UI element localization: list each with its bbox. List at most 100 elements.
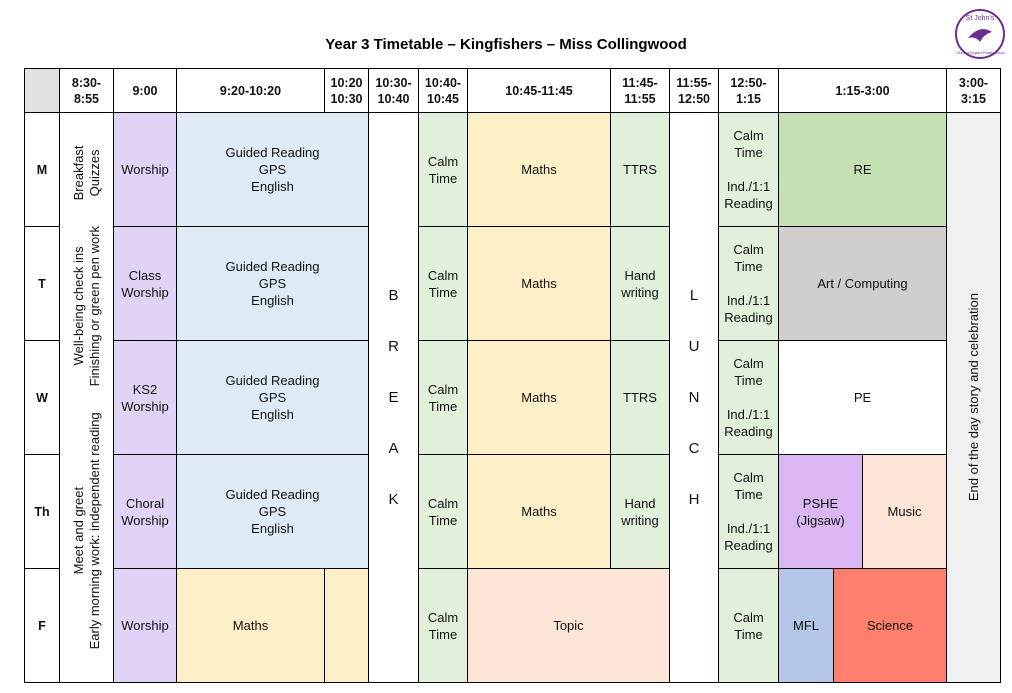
header-cell: 10:20 10:30 — [324, 68, 369, 113]
header-cell: 10:40- 10:45 — [418, 68, 468, 113]
header-cell: 11:45- 11:55 — [610, 68, 670, 113]
early-morning-cell: Meet and greet Early morning work: indepe… — [59, 112, 114, 683]
logo: St John's Church of England Primary Scho… — [955, 9, 1005, 59]
timetable-cell: Worship — [113, 568, 177, 683]
timetable-cell: Calm Time — [418, 568, 468, 683]
header-cell: 1:15-3:00 — [778, 68, 947, 113]
timetable-cell: LUNCH — [669, 112, 719, 683]
cell-text: Calm Time — [427, 495, 459, 528]
cell-text: Calm Time Ind./1:1 Reading — [724, 128, 773, 211]
timetable-cell: Class Worship — [113, 226, 177, 341]
timetable-cell: Maths — [176, 568, 325, 683]
timetable-cell: Art / Computing — [778, 226, 947, 341]
timetable-cell: Guided Reading GPS English — [176, 454, 369, 569]
timetable-cell: MFL — [778, 568, 834, 683]
cell-text: Worship — [121, 162, 169, 177]
cell-text: Calm Time Ind./1:1 Reading — [724, 242, 773, 325]
timetable-cell: Maths — [467, 340, 611, 455]
early-morning-line: Finishing or green pen work — [86, 226, 102, 387]
cell-text: BREAK — [385, 287, 402, 542]
cell-text: Maths — [232, 618, 269, 633]
cell-text: PE — [853, 390, 872, 405]
cell-text: Worship — [121, 618, 169, 633]
timetable-cell: BREAK — [368, 112, 419, 683]
cell-text: Maths — [521, 390, 557, 405]
empty-cell — [324, 568, 369, 683]
cell-text: Guided Reading GPS English — [225, 373, 320, 422]
header-cell: 11:55- 12:50 — [669, 68, 719, 113]
cell-text: Calm Time — [427, 609, 459, 642]
timetable-cell: PSHE (Jigsaw) — [778, 454, 863, 569]
cell-text: KS2 Worship — [121, 381, 169, 414]
title: Year 3 Timetable – Kingfishers – Miss Co… — [325, 36, 687, 53]
early-morning-line: Meet and greet — [70, 487, 86, 575]
cell-text: Choral Worship — [121, 495, 169, 528]
timetable-cell: Maths — [467, 454, 611, 569]
cell-text: Hand writing — [621, 495, 659, 528]
timetable-cell: TTRS — [610, 112, 670, 227]
logo-text: St John's — [966, 15, 995, 22]
corner-cell — [24, 68, 60, 113]
cell-text: Calm Time — [733, 609, 764, 642]
timetable-cell: Calm Time — [418, 226, 468, 341]
day-cell: Th — [24, 454, 60, 569]
early-morning-line: Early morning work: independent reading — [86, 412, 102, 650]
cell-text: MFL — [793, 618, 819, 633]
cell-text: End of the day story and celebration — [966, 293, 981, 502]
cell-text: Guided Reading GPS English — [225, 259, 320, 308]
cell-text: Maths — [521, 162, 557, 177]
cell-text: TTRS — [623, 162, 657, 177]
timetable-cell: Calm Time — [718, 568, 779, 683]
cell-text: Art / Computing — [817, 276, 908, 291]
day-cell: T — [24, 226, 60, 341]
timetable-cell: Guided Reading GPS English — [176, 112, 369, 227]
cell-text: Calm Time — [427, 381, 459, 414]
timetable-cell: End of the day story and celebration — [946, 112, 1001, 683]
timetable-cell: Hand writing — [610, 454, 670, 569]
cell-text: Maths — [521, 276, 557, 291]
cell-text: Calm Time Ind./1:1 Reading — [724, 356, 773, 439]
early-morning-text: Meet and greet Early morning work: indepe… — [71, 145, 103, 649]
timetable-cell: Calm Time — [418, 454, 468, 569]
cell-text: Calm Time — [427, 153, 459, 186]
logo-subtext: Church of England Primary School — [956, 51, 1005, 55]
header-cell: 10:30- 10:40 — [368, 68, 419, 113]
cell-text: Maths — [521, 504, 557, 519]
timetable-cell: Guided Reading GPS English — [176, 226, 369, 341]
cell-text: Class Worship — [121, 267, 169, 300]
early-morning-group: Well-being check ins Finishing or green p… — [71, 226, 103, 386]
early-morning-group: Breakfast Quizzes — [71, 145, 103, 200]
timetable-cell: Calm Time — [418, 112, 468, 227]
timetable-cell: Calm Time Ind./1:1 Reading — [718, 340, 779, 455]
timetable-cell: Choral Worship — [113, 454, 177, 569]
early-morning-line: Breakfast — [70, 145, 86, 201]
cell-text: Science — [866, 618, 914, 633]
timetable-cell: Hand writing — [610, 226, 670, 341]
timetable-cell: TTRS — [610, 340, 670, 455]
timetable-cell: Topic — [467, 568, 670, 683]
cell-text: TTRS — [623, 390, 657, 405]
cell-text: Calm Time — [427, 267, 459, 300]
timetable-cell: Maths — [467, 112, 611, 227]
header-cell: 3:00- 3:15 — [946, 68, 1001, 113]
timetable-cell: Calm Time — [418, 340, 468, 455]
cell-text: LUNCH — [685, 287, 703, 542]
header-cell: 8:30- 8:55 — [59, 68, 114, 113]
timetable-cell: Maths — [467, 226, 611, 341]
cell-text: Guided Reading GPS English — [225, 145, 320, 194]
logo-ring — [955, 9, 1005, 59]
day-cell: F — [24, 568, 60, 683]
timetable-cell: Science — [833, 568, 947, 683]
cell-text: PSHE (Jigsaw) — [796, 495, 845, 528]
timetable-cell: KS2 Worship — [113, 340, 177, 455]
cell-text: Topic — [553, 618, 584, 633]
timetable-cell: PE — [778, 340, 947, 455]
timetable-cell: Calm Time Ind./1:1 Reading — [718, 226, 779, 341]
cell-text: Music — [887, 504, 922, 519]
header-cell: 10:45-11:45 — [467, 68, 611, 113]
timetable-cell: RE — [778, 112, 947, 227]
timetable-cell: Calm Time Ind./1:1 Reading — [718, 112, 779, 227]
header-cell: 9:00 — [113, 68, 177, 113]
timetable-cell: Guided Reading GPS English — [176, 340, 369, 455]
